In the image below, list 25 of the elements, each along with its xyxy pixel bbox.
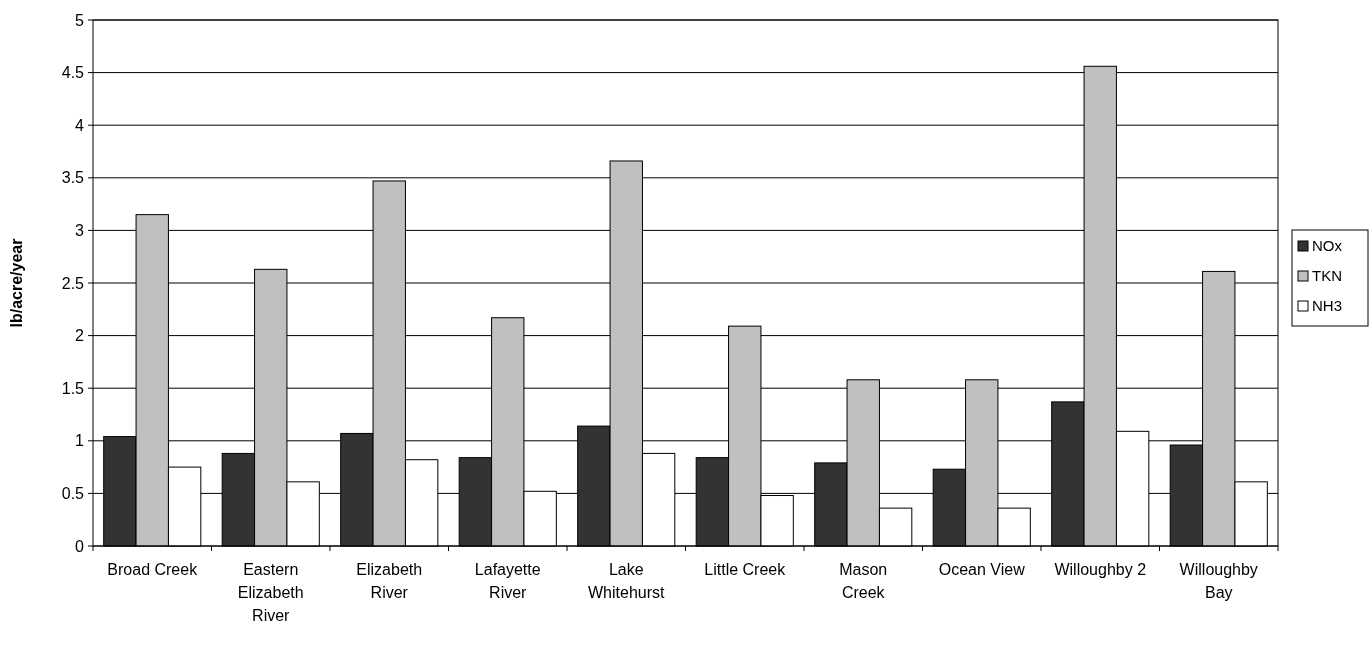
- y-tick-label: 4: [75, 116, 85, 134]
- x-tick-label: Willoughby 2: [1054, 561, 1147, 578]
- legend-label: NH3: [1312, 297, 1343, 315]
- legend-label: NOx: [1312, 237, 1343, 255]
- x-tick-label: Broad Creek: [107, 561, 199, 578]
- x-tick-label: Lake Whitehurst: [588, 561, 666, 601]
- y-tick-label: 2: [75, 327, 85, 345]
- y-tick-label: 3.5: [61, 169, 85, 187]
- y-tick-label: 1: [75, 432, 85, 450]
- y-tick-label: 1.5: [61, 379, 85, 397]
- x-tick-label: Ocean View: [938, 561, 1026, 578]
- legend-label: TKN: [1312, 267, 1342, 285]
- x-tick-label: Little Creek: [704, 561, 787, 578]
- x-tick-label: Willoughby Bay: [1179, 561, 1258, 601]
- x-tick-label: Eastern Elizabeth River: [237, 561, 304, 624]
- x-tick-label: Mason Creek: [839, 561, 888, 601]
- y-tick-label: 5: [75, 11, 85, 29]
- y-tick-label: 3: [75, 222, 85, 239]
- y-tick-label: 0.5: [61, 485, 85, 502]
- y-tick-label: 0: [75, 537, 85, 555]
- y-tick-label: 4.5: [61, 64, 85, 82]
- y-tick-label: 2.5: [61, 274, 85, 292]
- x-tick-label: Elizabeth River: [356, 561, 423, 601]
- y-axis-title: lb/acre/year: [8, 238, 25, 328]
- x-tick-label: Lafayette River: [474, 561, 541, 601]
